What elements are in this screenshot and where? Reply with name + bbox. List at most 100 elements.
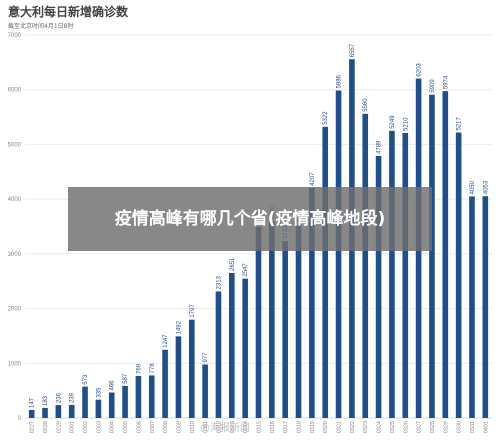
bar xyxy=(482,196,489,418)
data-label: 2547 xyxy=(243,263,249,277)
y-tick-label: 5000 xyxy=(8,142,22,148)
x-tick-label: 0307 xyxy=(150,421,156,433)
x-tick-label: 0320 xyxy=(323,421,329,433)
data-label: 6203 xyxy=(417,63,423,77)
x-tick-label: 0326 xyxy=(403,421,409,433)
bar xyxy=(95,399,102,418)
y-tick-label: 3000 xyxy=(8,252,22,258)
x-tick-label: 0309 xyxy=(176,421,182,433)
bar xyxy=(469,196,475,418)
data-label: 5974 xyxy=(443,75,449,89)
data-label: 4050 xyxy=(470,180,476,194)
y-tick-label: 0 xyxy=(18,416,22,422)
data-label: 5249 xyxy=(390,115,396,129)
x-tick-label: 0317 xyxy=(283,421,289,433)
bar xyxy=(269,221,275,418)
x-tick-label: 0310 xyxy=(190,421,196,433)
bar xyxy=(202,364,208,418)
data-label: 6557 xyxy=(350,43,356,57)
bar xyxy=(335,90,342,418)
x-tick-label: 0401 xyxy=(483,421,489,433)
bar xyxy=(148,375,155,418)
data-label: 5322 xyxy=(323,111,329,125)
bar xyxy=(122,385,128,418)
overlay-banner: 疫情高峰有哪几个省(疫情高峰地段) xyxy=(68,187,432,251)
x-tick-label: 0325 xyxy=(390,421,396,433)
bar xyxy=(255,226,262,418)
data-label: 236 xyxy=(56,392,62,403)
x-tick-label: 0302 xyxy=(83,421,89,433)
bar xyxy=(389,130,395,418)
bar xyxy=(175,336,182,418)
x-tick-label: 0228 xyxy=(43,421,49,433)
y-tick-label: 2000 xyxy=(8,307,22,313)
x-tick-label: 0323 xyxy=(363,421,369,433)
data-label: 4789 xyxy=(377,140,383,154)
bar xyxy=(82,386,88,418)
x-tick-label: 0331 xyxy=(470,421,476,433)
x-tick-label: 0308 xyxy=(163,421,169,433)
data-label: 1247 xyxy=(163,334,169,348)
x-tick-label: 0321 xyxy=(337,421,343,433)
data-label: 5560 xyxy=(363,98,369,112)
data-label: 5909 xyxy=(430,79,436,93)
data-label: 4053 xyxy=(483,180,489,194)
bar xyxy=(135,375,142,418)
bar xyxy=(375,155,382,419)
data-label: 2651 xyxy=(230,257,236,271)
data-label: 147 xyxy=(30,397,36,408)
x-tick-label: 0303 xyxy=(96,421,102,433)
x-tick-label: 0304 xyxy=(110,421,116,433)
bar xyxy=(362,113,369,418)
x-tick-label: 0311 xyxy=(203,421,209,433)
x-tick-label: 0305 xyxy=(123,421,129,433)
bar xyxy=(188,319,195,418)
bar xyxy=(42,407,48,418)
x-tick-label: 0318 xyxy=(297,421,303,433)
x-tick-label: 0306 xyxy=(136,421,142,433)
y-tick-label: 1000 xyxy=(8,361,22,367)
bar xyxy=(442,91,449,419)
data-label: 183 xyxy=(43,395,49,406)
overlay-text: 疫情高峰有哪几个省(疫情高峰地段) xyxy=(114,209,386,229)
chart-subtitle: 截至北京时间4月1日8时 xyxy=(8,22,73,30)
x-tick-label: 0327 xyxy=(417,421,423,433)
data-label: 5986 xyxy=(337,74,343,88)
bar xyxy=(322,126,329,418)
bar xyxy=(68,404,75,418)
data-label: 977 xyxy=(203,352,209,363)
bar xyxy=(282,241,288,418)
x-tick-label: 0329 xyxy=(443,421,449,433)
x-tick-label: 0330 xyxy=(457,421,463,433)
data-label: 1492 xyxy=(176,320,182,334)
x-tick-label: 0324 xyxy=(377,421,383,433)
data-label: 5217 xyxy=(457,117,463,131)
data-label: 573 xyxy=(83,374,89,385)
x-tick-label: 0316 xyxy=(270,421,276,433)
x-tick-label: 0312 xyxy=(216,421,222,433)
data-label: 335 xyxy=(96,387,102,398)
bar xyxy=(295,225,302,418)
x-tick-label: 0328 xyxy=(430,421,436,433)
data-label: 5210 xyxy=(403,117,409,131)
data-label: 2313 xyxy=(216,275,222,289)
x-tick-label: 0313 xyxy=(230,421,236,433)
bar xyxy=(242,278,248,418)
data-label: 769 xyxy=(136,363,142,374)
x-tick-label: 0229 xyxy=(56,421,62,433)
x-tick-label: 0227 xyxy=(30,421,36,433)
x-tick-label: 0314 xyxy=(243,421,249,433)
data-label: 587 xyxy=(123,373,129,384)
y-tick-label: 6000 xyxy=(8,88,22,94)
data-label: 239 xyxy=(70,392,76,403)
bar xyxy=(309,187,315,418)
data-label: 778 xyxy=(150,363,156,374)
bar xyxy=(55,405,62,418)
bar xyxy=(402,132,409,418)
x-tick-label: 0301 xyxy=(70,421,76,433)
bar xyxy=(455,132,462,418)
y-tick-label: 4000 xyxy=(8,197,22,203)
bar xyxy=(429,94,435,418)
bar xyxy=(108,392,115,418)
